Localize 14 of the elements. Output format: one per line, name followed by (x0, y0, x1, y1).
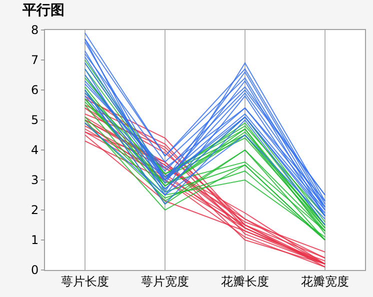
x-tick-label: 花瓣长度 (221, 274, 269, 288)
y-tick-label: 6 (30, 83, 39, 98)
x-tick-label: 萼片长度 (61, 274, 109, 288)
y-tick-label: 0 (30, 263, 39, 278)
y-tick-label: 7 (30, 53, 39, 68)
chart-title: 平行图 (21, 2, 64, 18)
y-tick-label: 1 (30, 233, 39, 248)
y-tick-label: 2 (30, 203, 39, 218)
y-tick-label: 3 (30, 173, 39, 188)
y-tick-label: 8 (30, 23, 39, 38)
y-tick-label: 4 (30, 143, 39, 158)
x-tick-label: 花瓣宽度 (301, 274, 349, 288)
y-tick-label: 5 (30, 113, 39, 128)
x-tick-label: 萼片宽度 (141, 274, 189, 288)
